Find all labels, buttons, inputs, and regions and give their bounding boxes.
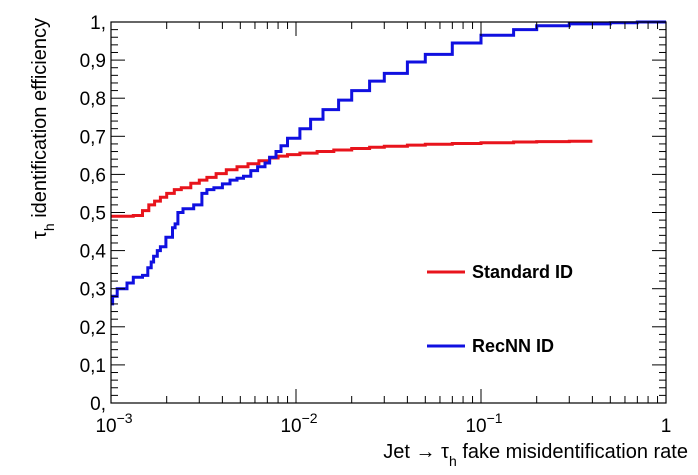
y-tick-label: 1, xyxy=(90,13,106,34)
x-axis-title: Jet → τh fake misidentification rate xyxy=(383,441,688,469)
x-tick-label: 10−2 xyxy=(280,410,317,437)
axis-layer: 10−3 10−2 10−1 1 0, 0,1 0,2 0,3 0,4 0,5 0,6 0,7 0,8 0… xyxy=(80,13,672,437)
x-tick-label: 10−1 xyxy=(465,410,502,437)
series-line-recnn-id xyxy=(111,20,666,306)
x-tick-label: 10−3 xyxy=(95,410,132,437)
y-tick-label: 0,1 xyxy=(80,356,106,377)
y-tick-label: 0,6 xyxy=(80,165,106,186)
series-layer xyxy=(111,20,666,306)
legend-label: Standard ID xyxy=(472,262,573,282)
y-tick-label: 0,9 xyxy=(80,51,106,72)
legend: Standard ID RecNN ID xyxy=(427,262,573,356)
y-tick-label: 0,4 xyxy=(80,242,107,263)
y-tick-label: 0,5 xyxy=(80,204,106,225)
y-tick-label: 0,7 xyxy=(80,127,106,148)
series-line-standard-id xyxy=(111,139,593,218)
y-tick-label: 0,2 xyxy=(80,318,106,339)
y-tick-label: 0, xyxy=(90,394,106,415)
y-axis-title: τh identification efficiency xyxy=(29,18,57,239)
y-tick-label: 0,8 xyxy=(80,89,106,110)
x-tick-label: 1 xyxy=(661,416,672,437)
legend-label: RecNN ID xyxy=(472,336,554,356)
y-tick-label: 0,3 xyxy=(80,280,106,301)
